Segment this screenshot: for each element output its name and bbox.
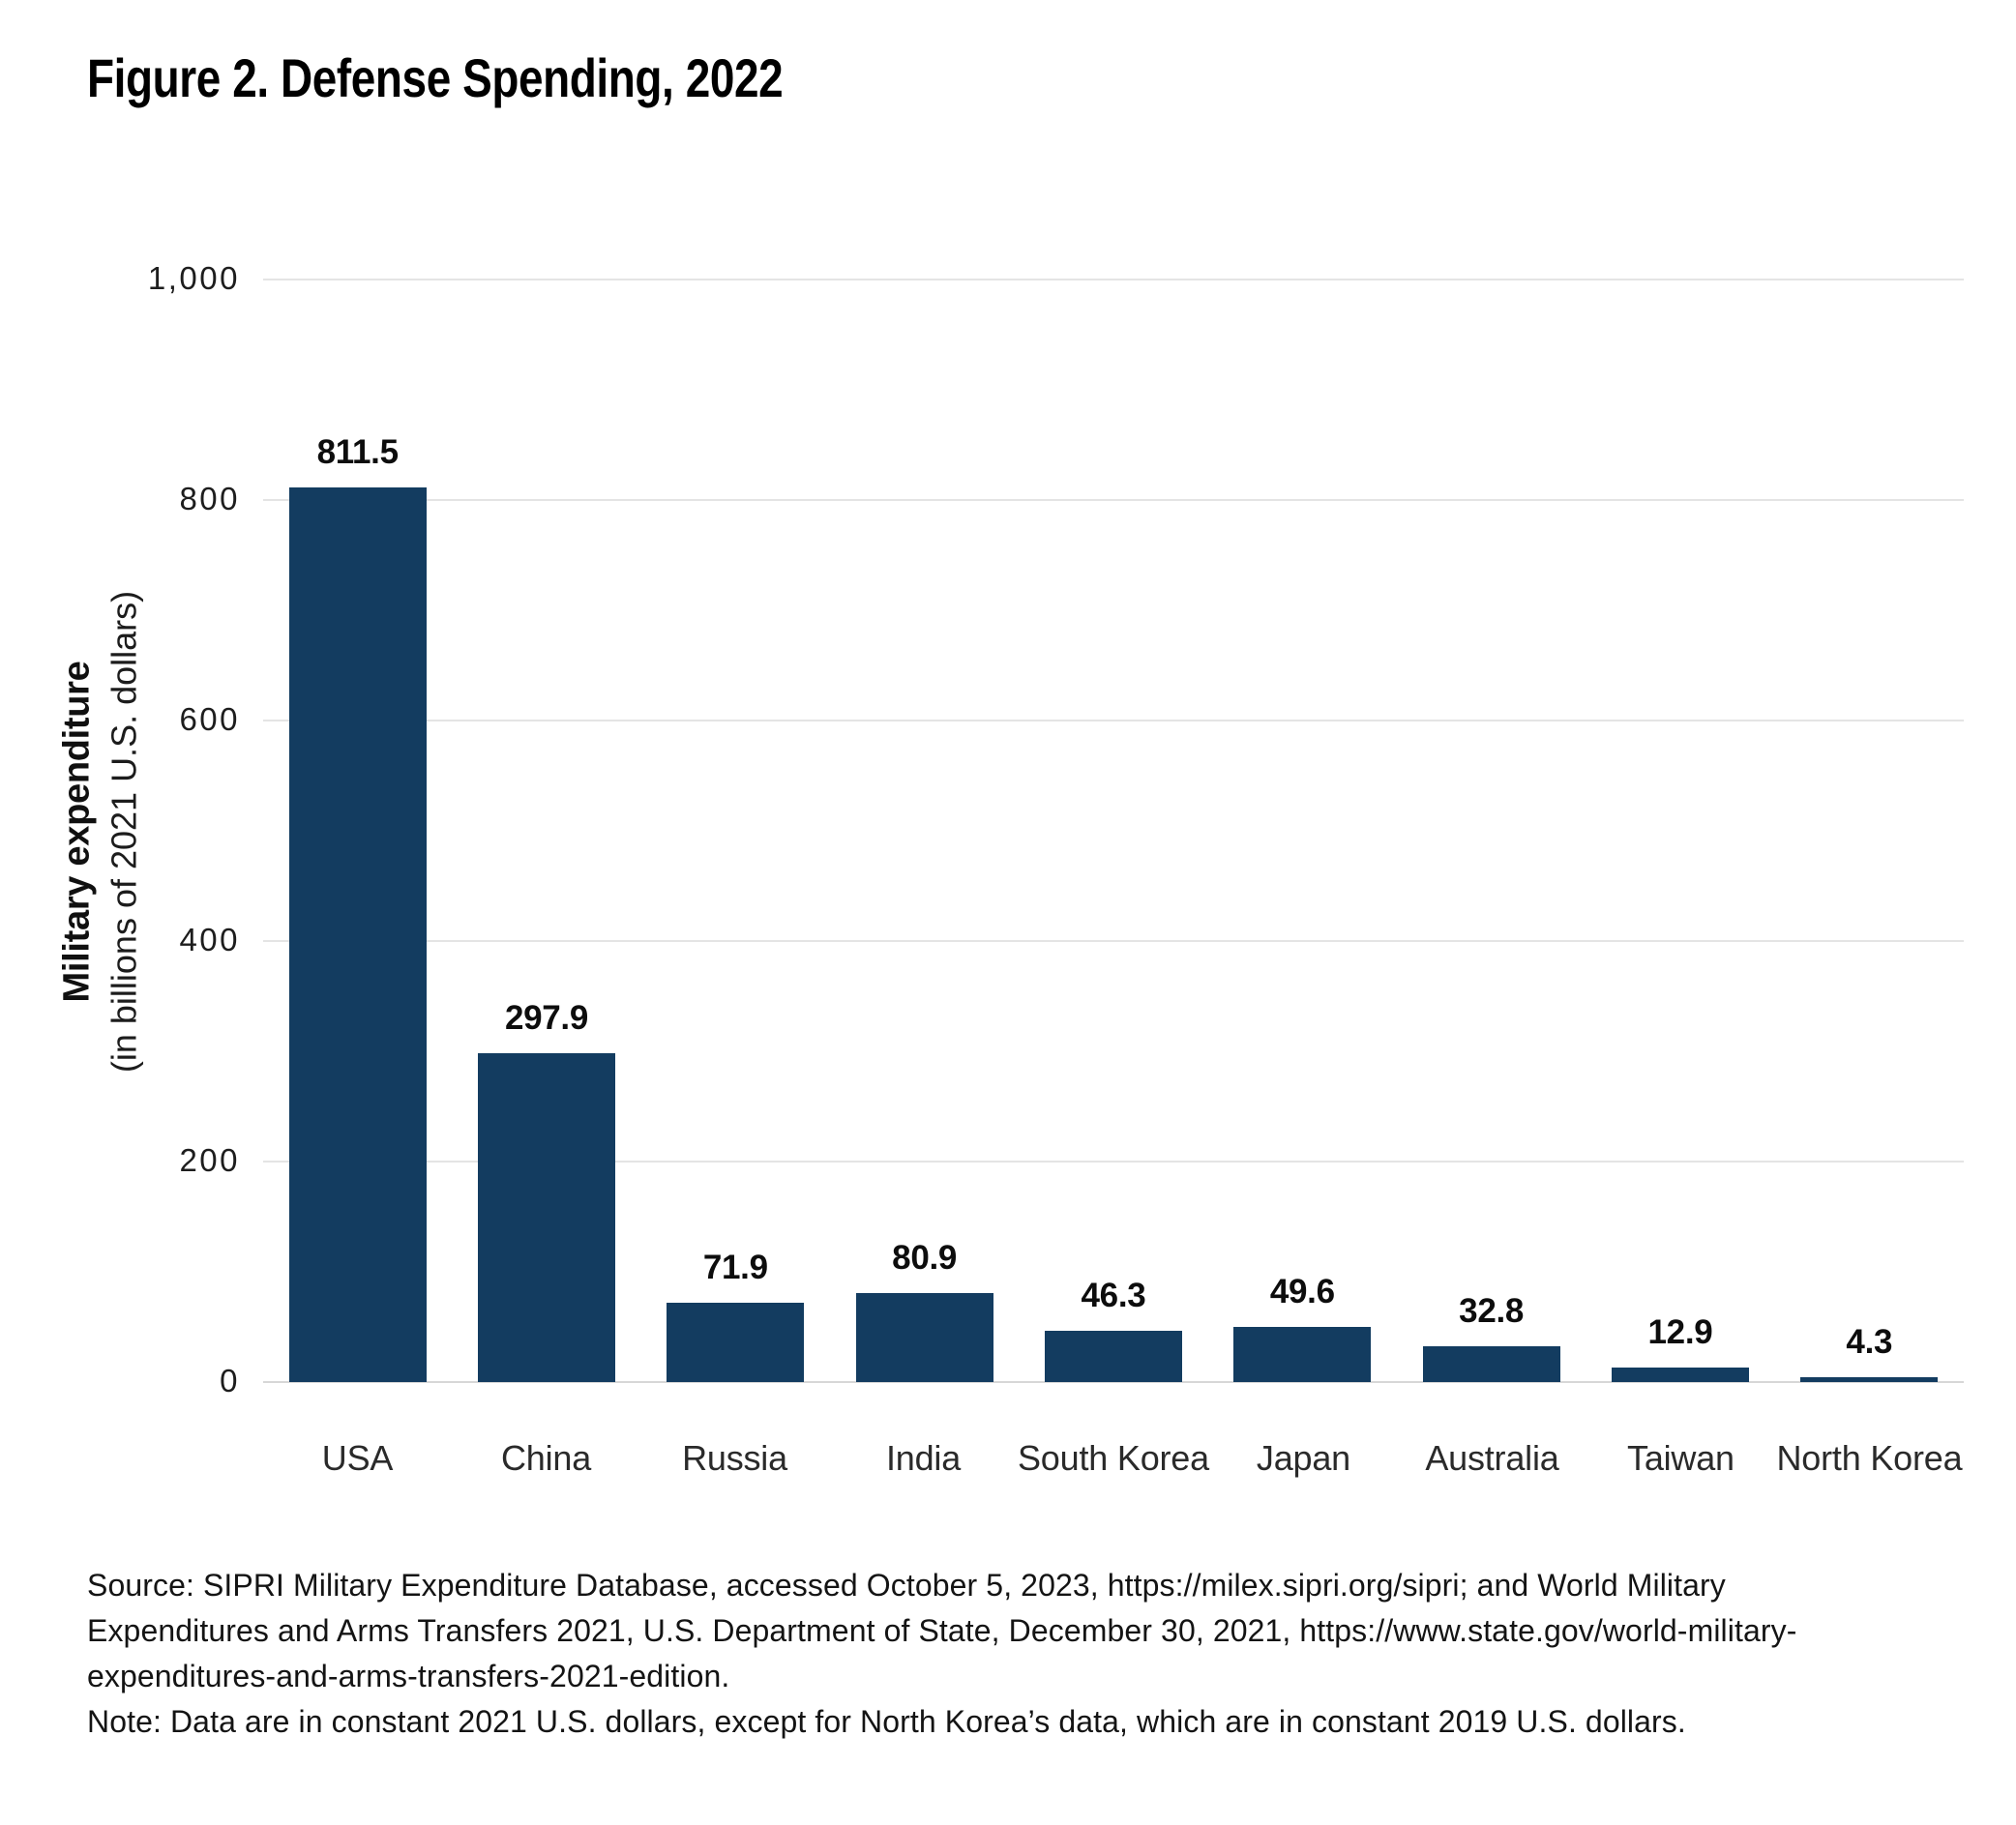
bar-value-label: 297.9 (504, 999, 589, 1038)
bar-usa (288, 486, 427, 1382)
source-text-line: expenditures-and-arms-transfers-2021-edi… (87, 1659, 730, 1693)
bar-slot: 71.9 (641, 280, 830, 1382)
y-tick-label: 0 (220, 1363, 240, 1399)
bar-slot: 46.3 (1019, 280, 1207, 1382)
x-category-label: Australia (1425, 1438, 1559, 1478)
bar-slot: 4.3 (1775, 280, 1964, 1382)
x-category-label: India (885, 1438, 962, 1478)
bar-taiwan (1611, 1368, 1749, 1382)
x-axis-labels: USA China Russia India South Korea Japan Austr… (263, 1438, 1964, 1479)
x-category-label: South Korea (1018, 1438, 1209, 1478)
y-tick-label: 1,000 (147, 260, 240, 297)
gridline (263, 720, 1964, 721)
x-category-label: Russia (682, 1438, 787, 1478)
bar-north-korea (1800, 1377, 1939, 1382)
source-text-line: Source: SIPRI Military Expenditure Datab… (87, 1568, 1726, 1603)
y-axis-title-main: Military expenditure (56, 661, 98, 1003)
bar-slot: 811.5 (263, 280, 452, 1382)
gridline (263, 499, 1964, 501)
bar-india (855, 1292, 993, 1382)
x-category-label: North Korea (1776, 1438, 1963, 1478)
figure-title: Figure 2. Defense Spending, 2022 (87, 47, 784, 108)
bar-slot: 49.6 (1208, 280, 1397, 1382)
source-text-line: Expenditures and Arms Transfers 2021, U.… (87, 1613, 1797, 1648)
x-category-label: Taiwan (1627, 1438, 1734, 1478)
y-axis-title: Military expenditure (in billions of 202… (57, 591, 145, 1073)
y-tick-label: 200 (179, 1142, 240, 1179)
bar-south-korea (1044, 1331, 1182, 1382)
gridline (263, 940, 1964, 942)
y-axis-title-unit: (in billions of 2021 U.S. dollars) (104, 590, 144, 1074)
footer: Source: SIPRI Military Expenditure Datab… (87, 1563, 2002, 1745)
x-category-label: China (500, 1438, 592, 1478)
bar-value-label: 32.8 (1459, 1291, 1525, 1330)
bars-row: 811.5 297.9 71.9 80.9 46.3 49.6 32.8 12.9 4.3 (263, 280, 1964, 1382)
bar-value-label: 811.5 (316, 432, 399, 471)
bar-slot: 12.9 (1586, 280, 1774, 1382)
bar-slot: 32.8 (1397, 280, 1586, 1382)
bar-russia (667, 1303, 805, 1382)
bar-australia (1422, 1345, 1560, 1382)
y-tick-label: 800 (179, 481, 240, 517)
bar-slot: 297.9 (452, 280, 640, 1382)
gridline (263, 1381, 1964, 1383)
x-category-label: USA (321, 1438, 394, 1478)
bar-value-label: 4.3 (1846, 1323, 1893, 1362)
x-category-label: Japan (1256, 1438, 1350, 1478)
bar-value-label: 80.9 (892, 1238, 958, 1277)
bar-value-label: 46.3 (1081, 1277, 1146, 1315)
bar-value-label: 12.9 (1647, 1313, 1713, 1352)
bar-value-label: 71.9 (702, 1249, 768, 1287)
note-text: Note: Data are in constant 2021 U.S. dol… (87, 1704, 1686, 1739)
bar-japan (1233, 1327, 1372, 1382)
y-tick-label: 400 (179, 922, 240, 958)
bar-slot: 80.9 (830, 280, 1019, 1382)
y-tick-label: 600 (179, 701, 240, 738)
plot-area: 811.5 297.9 71.9 80.9 46.3 49.6 32.8 12.9 4.3 0 2… (148, 260, 1964, 1398)
gridline (263, 279, 1964, 280)
bar-value-label: 49.6 (1269, 1273, 1335, 1311)
gridline (263, 1161, 1964, 1163)
bar-china (477, 1053, 615, 1382)
